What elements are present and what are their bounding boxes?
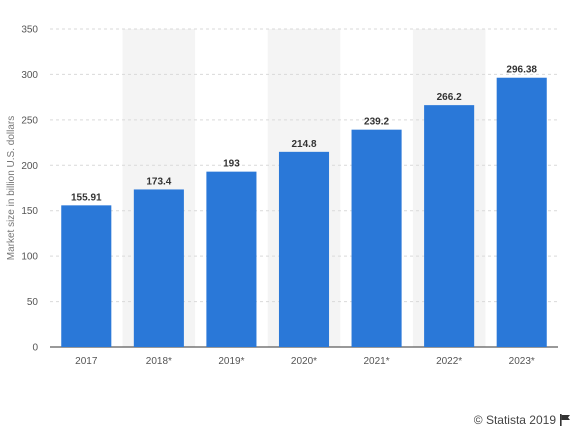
bar[interactable] (206, 171, 257, 347)
x-tick-label: 2020* (291, 356, 317, 367)
bar[interactable] (133, 189, 184, 347)
value-label: 296.38 (506, 65, 537, 76)
x-tick-label: 2018* (146, 356, 172, 367)
x-tick-label: 2023* (509, 356, 535, 367)
y-tick-label: 150 (21, 206, 38, 217)
credit-text: © Statista 2019 (473, 413, 556, 427)
bar[interactable] (278, 151, 330, 347)
bar[interactable] (351, 129, 402, 347)
y-tick-label: 350 (21, 25, 38, 36)
flag-icon (560, 414, 570, 426)
value-label: 214.8 (291, 139, 316, 150)
x-tick-label: 2019* (218, 356, 244, 367)
value-label: 193 (223, 159, 240, 170)
value-label: 239.2 (364, 117, 389, 128)
bar[interactable] (424, 105, 475, 348)
bar[interactable] (496, 77, 547, 348)
y-tick-label: 50 (27, 297, 39, 308)
x-tick-label: 2022* (436, 356, 462, 367)
x-tick-label: 2017 (75, 356, 98, 367)
y-tick-label: 300 (21, 70, 38, 81)
value-label: 155.91 (71, 192, 102, 203)
x-tick-label: 2021* (364, 356, 390, 367)
bar[interactable] (61, 205, 112, 347)
y-tick-label: 100 (21, 252, 38, 263)
y-tick-label: 200 (21, 161, 38, 172)
value-label: 173.4 (146, 176, 171, 187)
y-axis-label: Market size in billion U.S. dollars (6, 116, 17, 261)
value-label: 266.2 (437, 92, 462, 103)
y-tick-label: 250 (21, 115, 38, 126)
y-axis-ticks: 0 50 100 150 200 250 300 350 (21, 25, 38, 354)
x-axis-ticks: 2017 2018* 2019* 2020* 2021* 2022* 2023* (75, 356, 535, 367)
source-credit[interactable]: © Statista 2019 (474, 413, 571, 427)
y-tick-label: 0 (32, 343, 38, 354)
value-labels: 155.91 173.4 193 214.8 239.2 266.2 296.38 (71, 65, 537, 204)
bars (61, 77, 547, 348)
